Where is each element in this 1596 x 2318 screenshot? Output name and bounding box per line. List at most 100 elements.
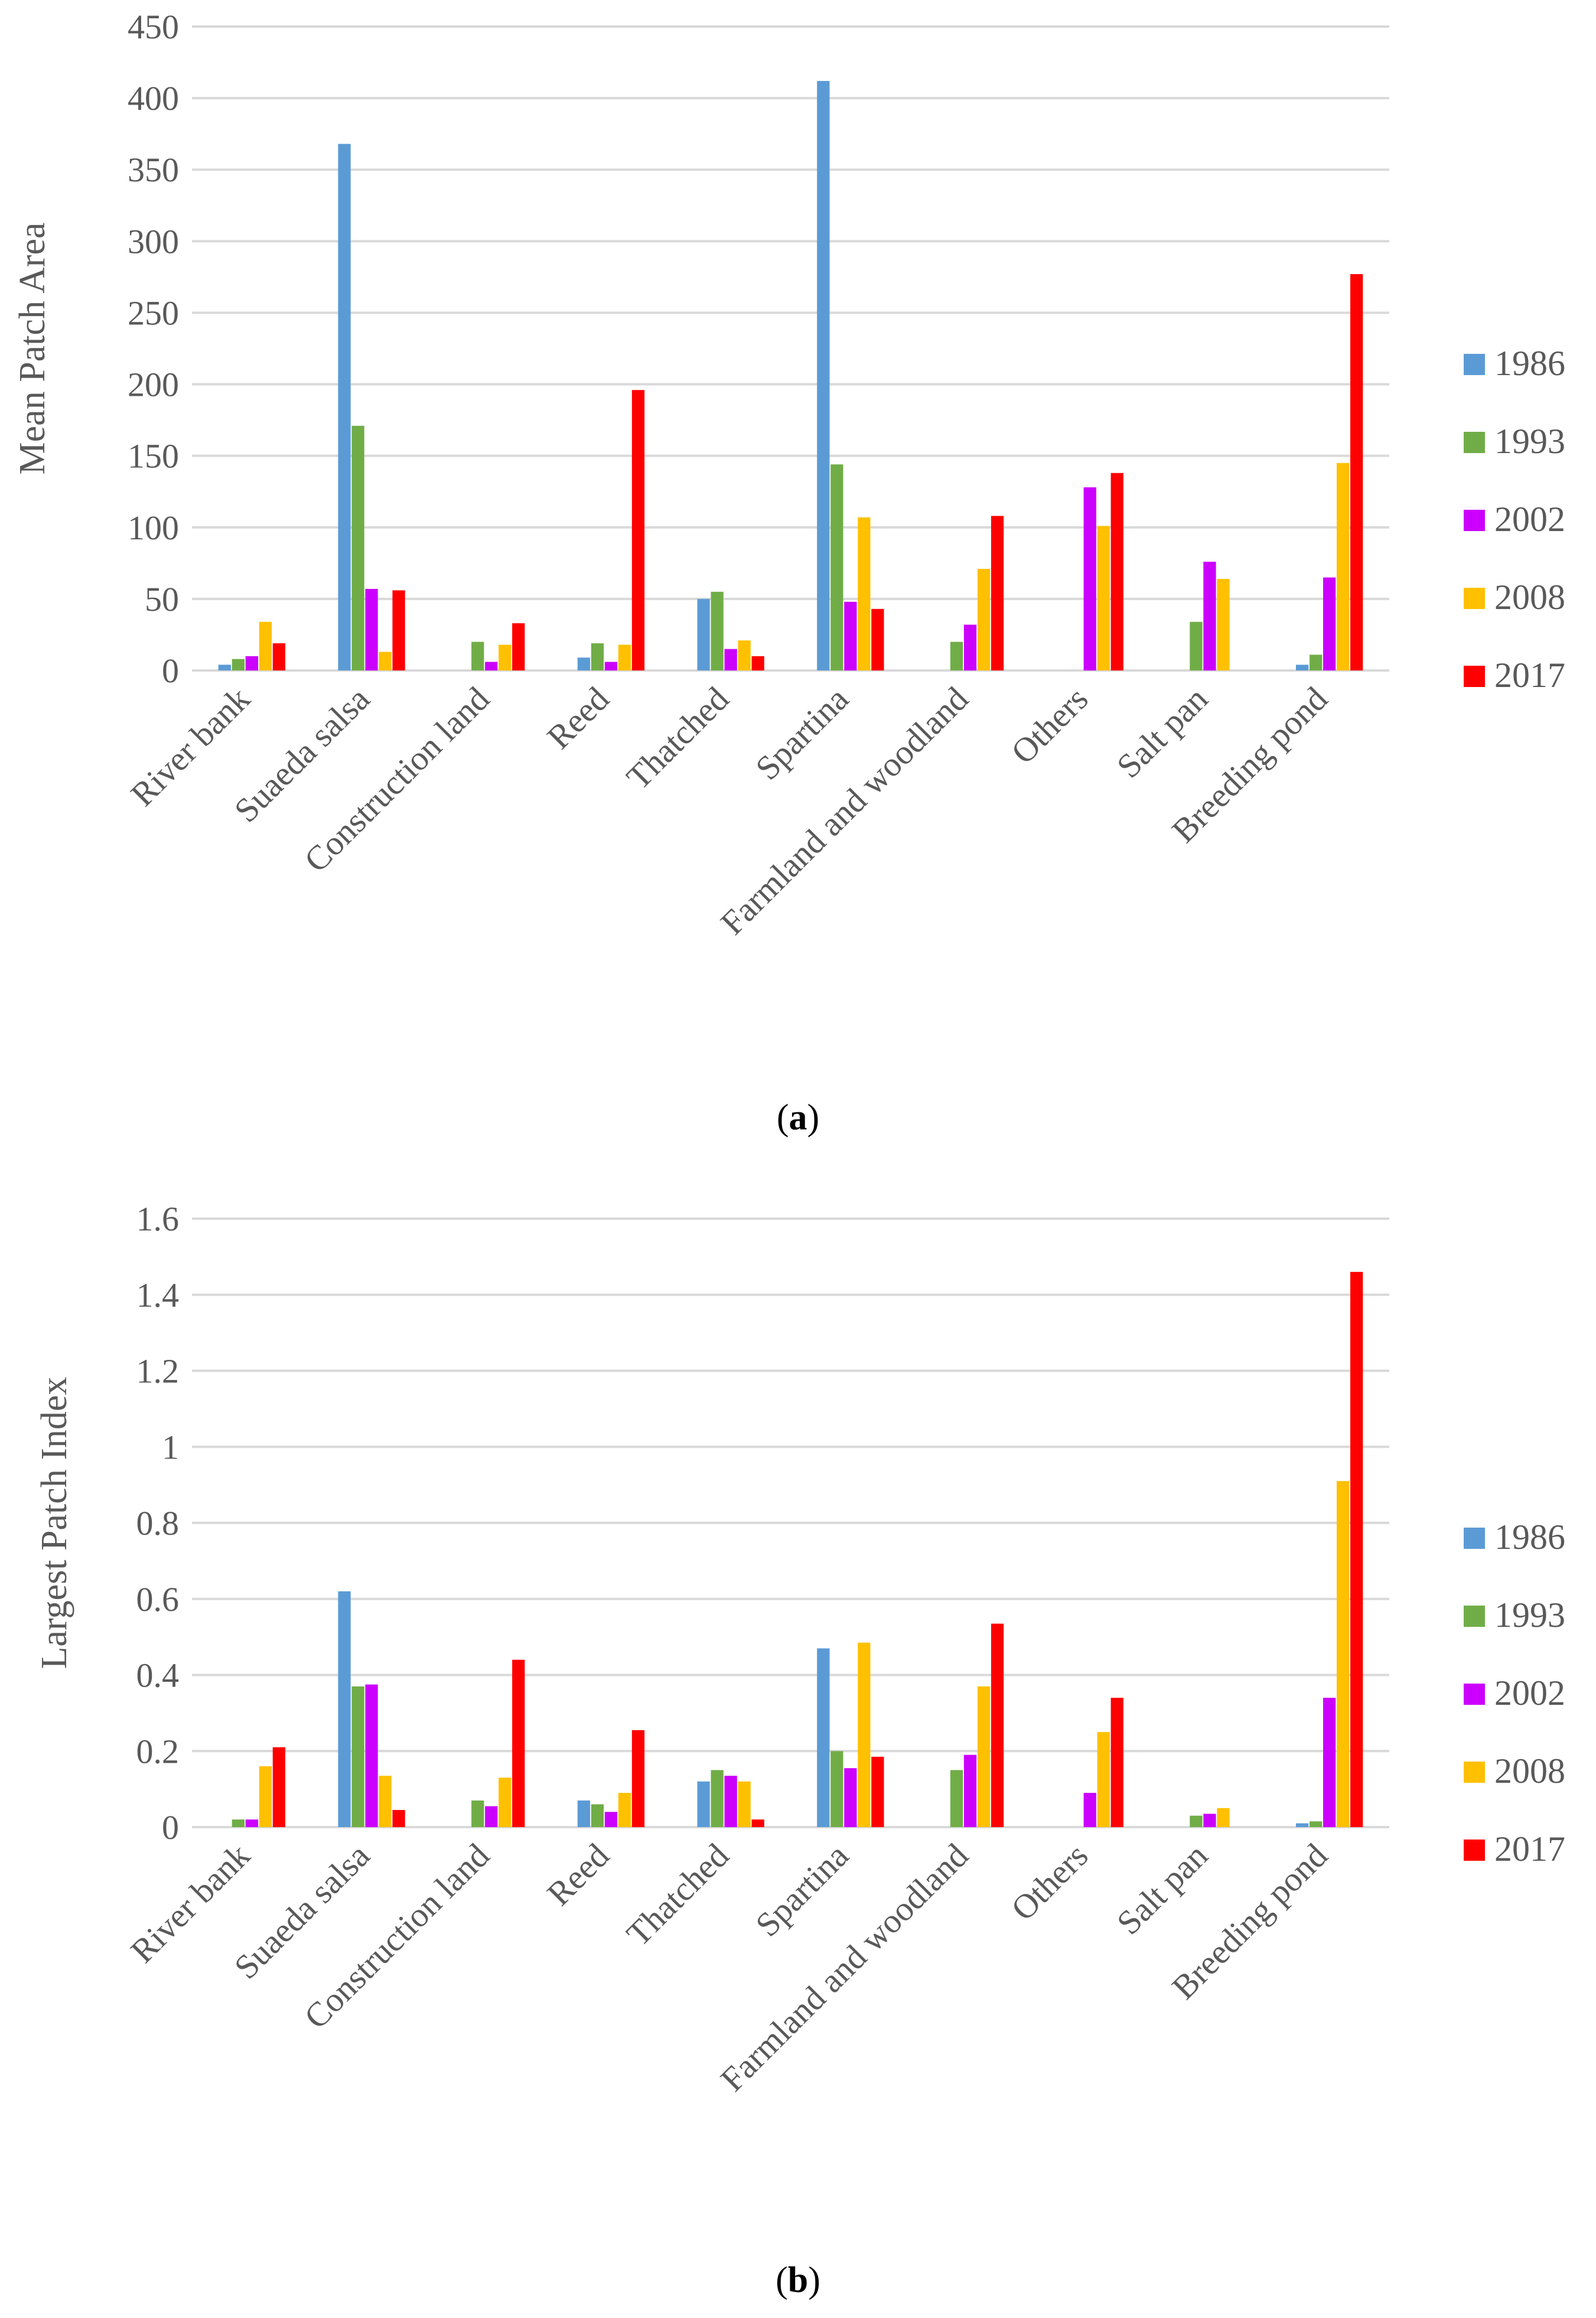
bar (1097, 1732, 1110, 1827)
y-tick-label: 450 (128, 8, 179, 46)
x-category-label: Spartina (748, 679, 856, 787)
bar (379, 652, 392, 670)
legend-swatch (1464, 588, 1485, 609)
bar (218, 665, 231, 670)
bar (379, 1776, 392, 1827)
x-category-label: Farmland and woodland (713, 1836, 976, 2099)
x-category-label: Reed (539, 1836, 616, 1913)
bar (618, 1793, 631, 1827)
bar (871, 1756, 884, 1827)
bar (1323, 1698, 1336, 1827)
bar (471, 1800, 484, 1827)
legend-swatch (1464, 666, 1485, 687)
bar (272, 1747, 286, 1827)
bar (1337, 1481, 1350, 1827)
bar (577, 1800, 591, 1827)
y-tick-label: 100 (128, 509, 179, 547)
y-tick-label: 400 (128, 79, 179, 118)
bar (950, 1770, 963, 1827)
bar (844, 1768, 857, 1827)
bar (751, 1819, 764, 1827)
bar (471, 642, 484, 670)
bar (604, 1812, 618, 1827)
bar (604, 662, 618, 670)
bar (830, 464, 843, 670)
bar (485, 662, 498, 670)
bar (338, 1591, 351, 1827)
y-tick-label: 0 (162, 652, 179, 690)
x-category-label: Spartina (748, 1836, 856, 1944)
x-category-label: Others (1004, 1836, 1095, 1928)
bar (817, 1648, 830, 1827)
legend-swatch (1464, 1762, 1485, 1783)
legend-label: 2008 (1494, 578, 1565, 617)
x-category-label: Farmland and woodland (713, 679, 976, 942)
bar (858, 517, 871, 670)
bar (618, 644, 631, 670)
bar (950, 642, 963, 670)
bar (1203, 561, 1216, 670)
legend-label: 2017 (1494, 1829, 1565, 1868)
bar (512, 623, 525, 670)
legend-swatch (1464, 1684, 1485, 1705)
bar (991, 516, 1004, 670)
bar (591, 643, 604, 670)
y-tick-label: 0.6 (136, 1580, 180, 1619)
bar (830, 1751, 843, 1827)
bar (259, 621, 272, 670)
bar (259, 1766, 272, 1827)
bar (485, 1806, 498, 1827)
y-tick-label: 0.2 (136, 1732, 180, 1770)
panel-label-a: (a) (777, 1098, 819, 1138)
bar (697, 598, 710, 670)
bar (1310, 1821, 1323, 1827)
y-tick-label: 250 (128, 294, 179, 332)
y-tick-label: 200 (128, 366, 179, 404)
bar (631, 390, 645, 670)
y-tick-label: 1 (162, 1428, 179, 1466)
bar (1337, 463, 1350, 670)
bar (977, 1686, 991, 1827)
legend-label: 2008 (1494, 1751, 1565, 1790)
bar (738, 640, 751, 670)
bar (1217, 578, 1230, 670)
x-category-label: Others (1004, 679, 1095, 771)
y-axis-title: Largest Patch Index (34, 1377, 74, 1669)
legend-label: 1986 (1494, 344, 1565, 383)
bar (724, 1776, 737, 1827)
y-tick-label: 300 (128, 222, 179, 261)
x-category-label: Thatched (619, 1836, 737, 1954)
bar (1110, 1698, 1123, 1827)
bar (1295, 665, 1309, 670)
bar (711, 1770, 724, 1827)
bar (512, 1659, 525, 1827)
legend-label: 1986 (1494, 1518, 1565, 1557)
bar (1190, 621, 1203, 670)
bar (1190, 1815, 1203, 1827)
bar (977, 569, 991, 670)
bar (1217, 1808, 1230, 1827)
bar (392, 590, 405, 670)
legend-label: 2002 (1494, 1674, 1565, 1713)
legend-swatch (1464, 432, 1485, 453)
bar (1295, 1823, 1309, 1827)
x-category-label: Salt pan (1109, 1836, 1215, 1942)
bar (365, 1684, 378, 1827)
bar (817, 81, 830, 671)
bar (1110, 473, 1123, 670)
bar (1350, 274, 1363, 670)
bar (1083, 1793, 1096, 1827)
y-tick-label: 0.4 (136, 1656, 180, 1695)
y-tick-label: 1.2 (136, 1352, 180, 1391)
bar (577, 657, 591, 670)
chart-panel-b: 0 0.2 0.4 0.6 0.8 1 1.2 1.4 1.6 Largest Patch Ind… (34, 1200, 1565, 2099)
legend-swatch (1464, 510, 1485, 531)
bar (697, 1781, 710, 1827)
bar (858, 1642, 871, 1827)
bar (351, 425, 364, 670)
y-tick-label: 0 (162, 1808, 179, 1847)
bar (499, 644, 512, 670)
bar (1097, 526, 1110, 670)
bar (245, 656, 258, 670)
